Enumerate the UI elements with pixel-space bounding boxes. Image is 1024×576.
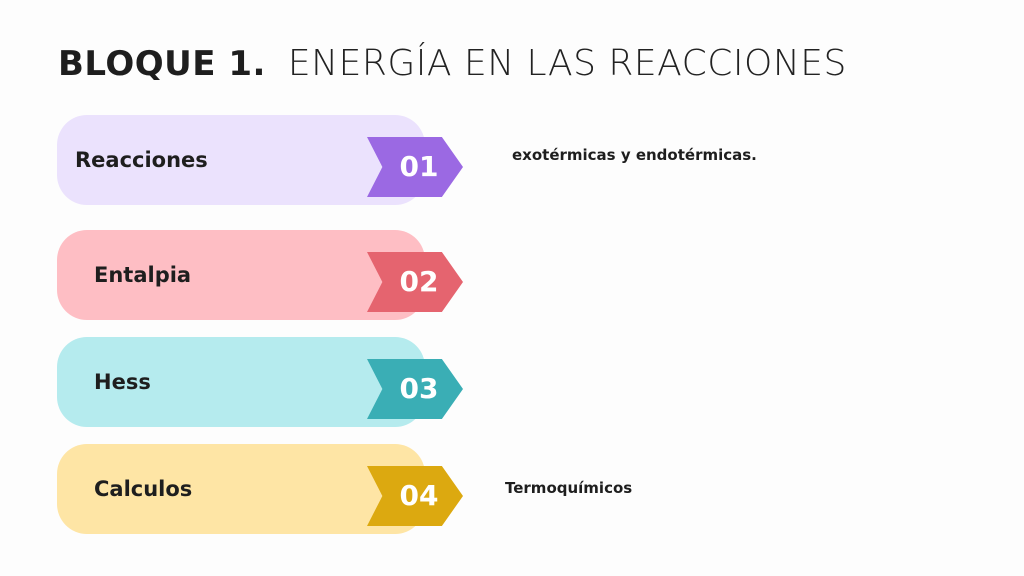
item-row-2: Entalpia 02 — [57, 230, 477, 320]
title-topic: ENERGÍA EN LAS REACCIONES — [287, 43, 847, 84]
item-pill: Entalpia — [57, 230, 425, 320]
slide-title: BLOQUE 1. ENERGÍA EN LAS REACCIONES — [58, 42, 847, 85]
item-row-4: Calculos 04 — [57, 444, 477, 534]
note-termoquimicos: Termoquímicos — [505, 479, 633, 497]
item-label: Entalpia — [94, 263, 192, 287]
item-row-1: Reacciones 01 — [57, 115, 477, 205]
item-pill: Hess — [57, 337, 425, 427]
title-block-label: BLOQUE 1. — [58, 44, 266, 84]
item-number: 01 — [399, 150, 439, 183]
item-pill: Calculos — [57, 444, 425, 534]
item-pill: Reacciones — [57, 115, 425, 205]
note-exotermicas: exotérmicas y endotérmicas. — [512, 146, 757, 164]
item-number: 03 — [399, 372, 439, 405]
item-label: Reacciones — [75, 148, 208, 172]
arrow-badge — [367, 252, 463, 312]
arrow-badge — [367, 466, 463, 526]
item-number: 04 — [399, 479, 439, 512]
item-row-3: Hess 03 — [57, 337, 477, 427]
arrow-badge — [367, 137, 463, 197]
item-number: 02 — [399, 265, 439, 298]
item-label: Hess — [94, 370, 151, 394]
item-label: Calculos — [94, 477, 193, 501]
arrow-badge — [367, 359, 463, 419]
